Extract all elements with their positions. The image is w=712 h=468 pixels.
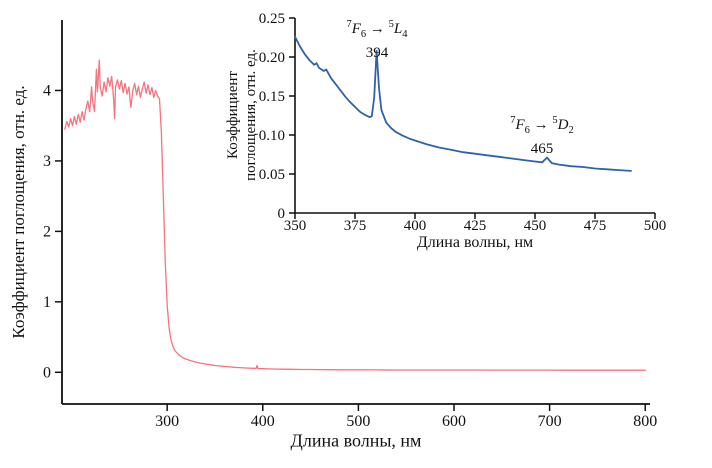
main-series-line [64, 59, 646, 371]
inset-y-axis-label: Коэффициент поглощения, отн. ед. [224, 49, 260, 181]
inset-series-line [294, 35, 632, 172]
annotation-segment: 6 [360, 29, 367, 40]
inset-y-tick-label: 0.05 [259, 167, 285, 183]
annotation-segment: F [351, 21, 361, 37]
inset-y-tick-label: 0 [278, 206, 286, 222]
main-x-tick-label: 400 [251, 413, 275, 430]
annotation-segment: D [557, 117, 569, 133]
inset-x-axis-label: Длина волны, нм [416, 234, 534, 251]
inset-y-tick-label: 0.25 [259, 11, 285, 27]
annotation-segment: L [393, 21, 403, 37]
main-x-tick-label: 800 [633, 413, 657, 430]
main-y-tick-label: 4 [43, 82, 51, 99]
annotation-peak-394-label: 394 [365, 45, 389, 61]
annotation-segment: F [515, 117, 525, 133]
inset-y-axis-label-line1: Коэффициент [225, 71, 241, 159]
main-y-axis-label: Коэффициент поглощения, отн. ед. [9, 85, 28, 339]
annotation-segment: 4 [402, 29, 408, 40]
main-y-tick-label: 1 [43, 294, 51, 311]
annotation-segment: 7 [510, 115, 516, 126]
main-y-tick-label: 3 [43, 153, 51, 170]
annotation-segment: 7 [346, 19, 352, 30]
annotation-segment: 5 [552, 115, 558, 126]
main-x-tick-label: 700 [538, 413, 562, 430]
inset-y-tick-label: 0.15 [259, 89, 285, 105]
annotation-transition-L4: 7F6 → 5L4 394 [331, 16, 423, 62]
inset-x-tick-label: 450 [524, 218, 547, 234]
inset-x-tick-label: 425 [464, 218, 487, 234]
main-x-tick-label: 300 [155, 413, 179, 430]
annotation-peak-465-label: 465 [530, 141, 554, 157]
inset-y-tick-label: 0.20 [259, 50, 285, 66]
main-x-tick-label: 500 [346, 413, 370, 430]
main-y-tick-label: 2 [43, 223, 51, 240]
inset-y-axis-label-line2: поглощения, отн. ед. [243, 49, 259, 181]
inset-x-tick-label: 475 [584, 218, 607, 234]
annotation-transition-D2: 7F6 → 5D2 465 [500, 112, 584, 158]
inset-x-tick-label: 400 [404, 218, 427, 234]
inset-x-tick-label: 350 [284, 218, 307, 234]
inset-x-tick-label: 375 [344, 218, 367, 234]
annotation-segment: → [366, 21, 389, 37]
main-x-axis-label: Длина волны, нм [290, 430, 422, 451]
annotation-segment: 5 [388, 19, 394, 30]
annotation-segment: 2 [568, 125, 574, 136]
main-y-tick-label: 0 [43, 364, 51, 381]
annotation-transition-D2-text: 7F6 → 5D2 [500, 112, 584, 140]
annotation-transition-L4-text: 7F6 → 5L4 [331, 16, 423, 44]
annotation-segment: → [529, 117, 553, 133]
main-x-tick-label: 600 [442, 413, 466, 430]
annotation-segment: 6 [524, 125, 530, 136]
inset-y-tick-label: 0.10 [259, 128, 285, 144]
inset-x-tick-label: 500 [644, 218, 667, 234]
